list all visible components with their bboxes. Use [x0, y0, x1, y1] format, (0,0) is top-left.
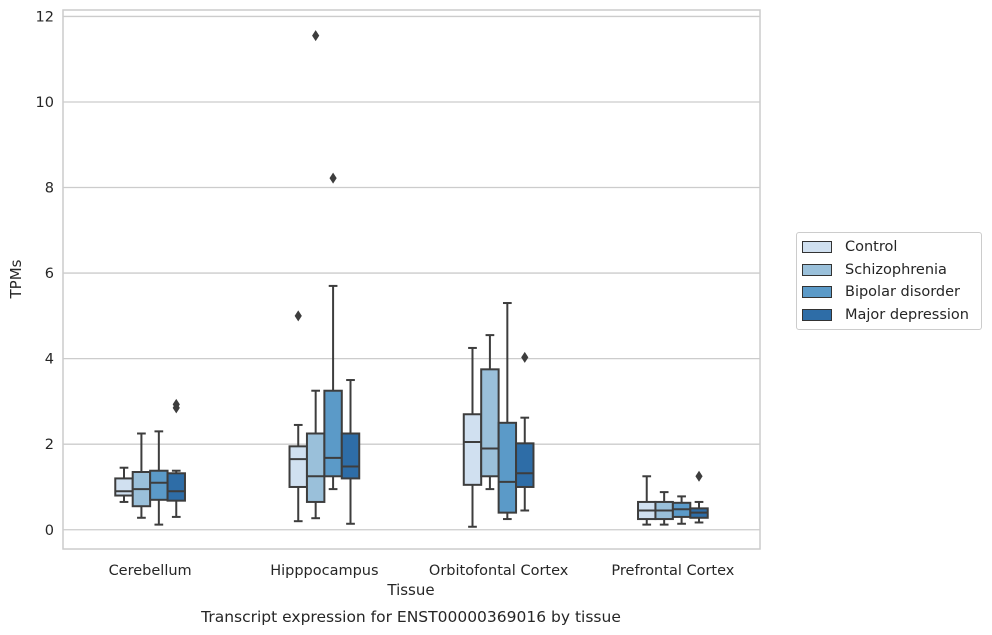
box-iqr: [305, 432, 326, 503]
y-tick-label: 8: [45, 181, 54, 197]
box-group: [515, 351, 535, 512]
box-group: [637, 475, 657, 526]
box-iqr: [323, 389, 343, 478]
outlier-point: [521, 351, 529, 363]
legend-swatch: [802, 286, 832, 299]
box-group: [131, 432, 152, 519]
legend-item: Schizophrenia: [797, 259, 981, 282]
chart-title: Transcript expression for ENST0000036901…: [200, 608, 621, 626]
box-group: [340, 379, 361, 525]
legend-label: Schizophrenia: [845, 261, 947, 278]
box-group: [671, 495, 692, 525]
y-tick-label: 6: [45, 266, 54, 282]
box-group: [323, 172, 343, 491]
box-iqr: [462, 413, 483, 486]
legend-label: Major depression: [845, 306, 969, 323]
box-iqr: [149, 469, 169, 501]
box-iqr: [340, 432, 361, 480]
x-tick-label: Orbitofontal Cortex: [429, 563, 569, 579]
box-iqr: [288, 445, 308, 488]
legend-item: Major depression: [797, 304, 981, 327]
y-tick-label: 0: [45, 523, 54, 539]
y-tick-label: 2: [45, 437, 54, 453]
outlier-point: [695, 470, 703, 482]
box-iqr: [114, 477, 134, 497]
grid-lines: [63, 15, 760, 531]
legend-item: Bipolar disorder: [797, 281, 981, 304]
legend: Control Schizophrenia Bipolar disorder Majo…: [796, 232, 982, 330]
legend-swatch: [802, 263, 832, 276]
box-group: [149, 430, 169, 526]
legend-label: Bipolar disorder: [845, 284, 960, 301]
box-iqr: [166, 472, 186, 502]
box-iqr: [480, 368, 500, 478]
legend-item: Control: [797, 236, 981, 259]
outlier-point: [294, 310, 302, 322]
box-group: [166, 398, 186, 518]
x-tick-label: Hipppocampus: [270, 563, 378, 579]
y-tick-label: 10: [36, 95, 54, 111]
x-tick-labels: Cerebellum Hipppocampus Orbitofontal Corte…: [109, 563, 735, 579]
box-group: [288, 310, 308, 523]
x-tick-label: Prefrontal Cortex: [611, 563, 734, 579]
box-group: [654, 491, 674, 526]
y-tick-labels: 0 2 4 6 8 10 12: [36, 9, 54, 538]
y-tick-label: 4: [45, 352, 54, 368]
legend-swatch: [802, 308, 832, 321]
legend-swatch: [802, 241, 832, 254]
box-group: [462, 346, 483, 528]
box-group: [689, 470, 709, 524]
box-group: [497, 302, 518, 521]
outlier-point: [329, 172, 337, 184]
outlier-point: [172, 398, 180, 410]
box-group: [114, 466, 134, 503]
x-tick-label: Cerebellum: [109, 563, 192, 579]
box-iqr: [515, 442, 535, 488]
box-iqr: [497, 421, 518, 514]
x-axis-label: Tissue: [386, 581, 434, 599]
box-group: [305, 30, 326, 520]
boxes: [114, 30, 709, 528]
y-tick-label: 12: [36, 9, 54, 25]
legend-label: Control: [845, 239, 898, 256]
outlier-point: [312, 30, 320, 42]
plot-frame: [62, 9, 761, 550]
y-axis-label: TPMs: [7, 259, 25, 299]
